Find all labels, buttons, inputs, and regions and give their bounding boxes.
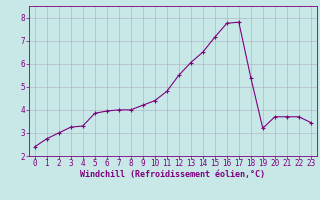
X-axis label: Windchill (Refroidissement éolien,°C): Windchill (Refroidissement éolien,°C) (80, 170, 265, 179)
